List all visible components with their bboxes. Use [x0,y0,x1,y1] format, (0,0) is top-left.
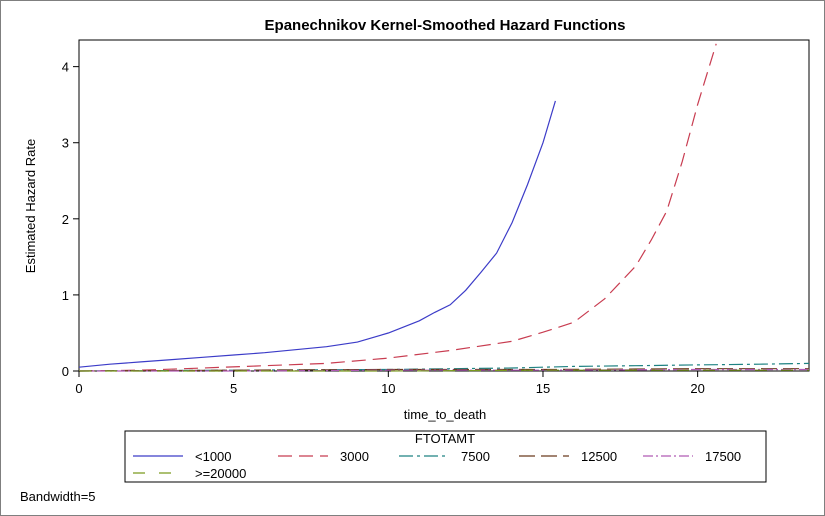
x-axis: 0 5 10 15 20 [75,371,705,396]
x-tick-label: 20 [690,381,704,396]
plot-area [78,39,810,372]
series-lines [78,43,810,372]
legend: <1000 3000 7500 12500 17500 >=20000 [133,449,741,481]
legend-label: <1000 [195,449,232,464]
x-axis-label: time_to_death [404,407,486,422]
y-tick-label: 1 [62,288,69,303]
legend-label: 3000 [340,449,369,464]
legend-box [124,430,767,483]
chart-title: Epanechnikov Kernel-Smoothed Hazard Func… [265,17,626,34]
x-tick-label: 5 [230,381,237,396]
series-line-17500 [79,368,809,372]
series-line-1000 [78,100,556,368]
y-tick-label: 2 [62,212,69,227]
series-line-12500 [78,368,809,372]
x-tick-label: 10 [381,381,395,396]
legend-label: >=20000 [195,466,246,481]
x-tick-label: 0 [75,381,82,396]
legend-label: 7500 [461,449,490,464]
legend-label: 17500 [705,449,741,464]
bandwidth-note: Bandwidth=5 [20,489,96,504]
y-tick-label: 3 [62,136,69,151]
x-tick-label: 15 [536,381,550,396]
y-tick-label: 0 [62,364,69,379]
y-tick-label: 4 [62,60,69,75]
y-axis-label: Estimated Hazard Rate [23,139,38,273]
series-line-3000 [78,43,717,372]
legend-title: FTOTAMT [415,431,475,446]
legend-label: 12500 [581,449,617,464]
y-axis: 0 1 2 3 4 [62,60,79,379]
